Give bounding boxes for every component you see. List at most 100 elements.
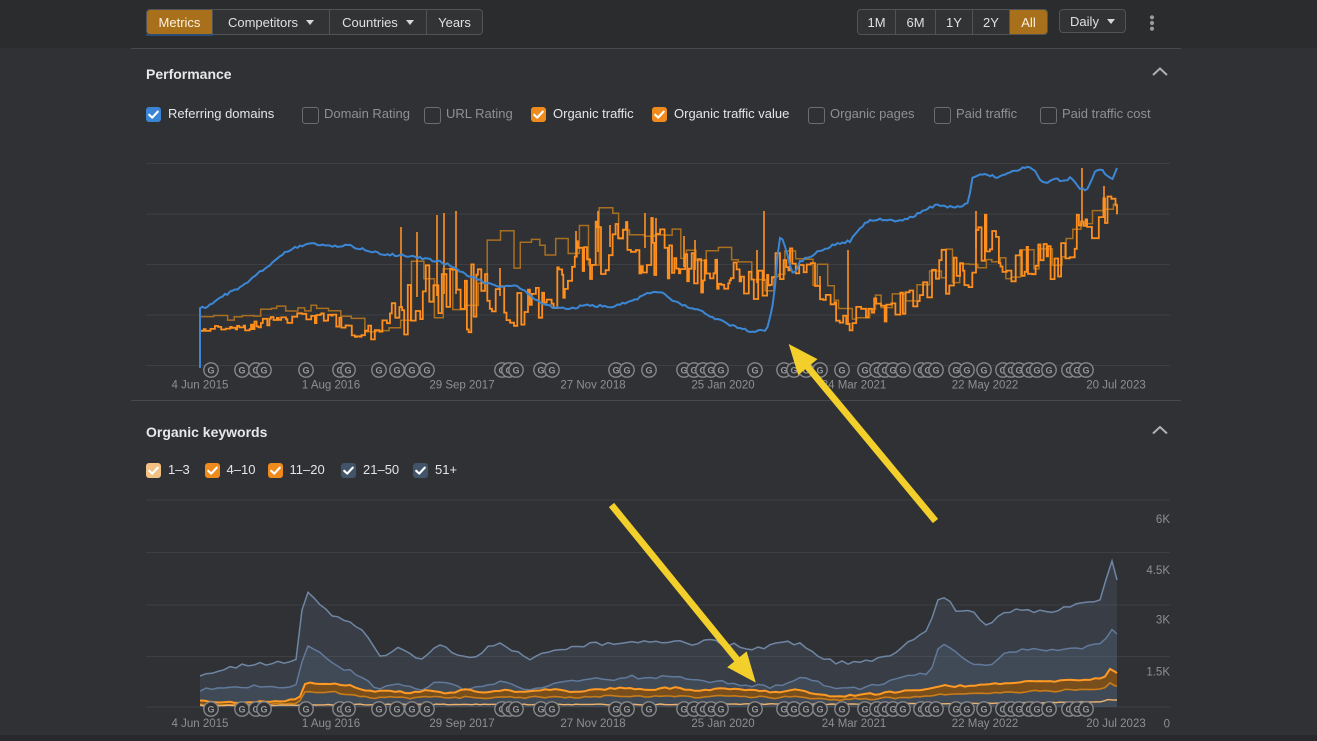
svg-text:G: G [512, 704, 519, 714]
svg-text:G: G [612, 365, 619, 375]
svg-text:G: G [302, 704, 309, 714]
svg-text:G: G [336, 704, 343, 714]
svg-text:G: G [260, 365, 267, 375]
svg-text:G: G [393, 365, 400, 375]
svg-text:20 Jul 2023: 20 Jul 2023 [1086, 380, 1145, 392]
svg-text:G: G [680, 365, 687, 375]
svg-text:G: G [707, 704, 714, 714]
svg-text:4 Jun 2015: 4 Jun 2015 [172, 718, 229, 730]
svg-text:24 Mar 2021: 24 Mar 2021 [822, 380, 887, 392]
svg-text:G: G [393, 704, 400, 714]
svg-text:G: G [780, 704, 787, 714]
svg-text:G: G [881, 365, 888, 375]
svg-text:0: 0 [1164, 719, 1170, 731]
svg-text:G: G [980, 704, 987, 714]
svg-text:G: G [980, 365, 987, 375]
svg-text:G: G [838, 365, 845, 375]
svg-text:G: G [645, 365, 652, 375]
svg-text:G: G [238, 365, 245, 375]
svg-text:G: G [612, 704, 619, 714]
svg-text:G: G [751, 704, 758, 714]
svg-text:G: G [932, 365, 939, 375]
svg-text:1 Aug 2016: 1 Aug 2016 [302, 380, 360, 392]
svg-text:G: G [207, 704, 214, 714]
svg-text:G: G [623, 365, 630, 375]
svg-text:G: G [423, 704, 430, 714]
svg-text:G: G [1082, 704, 1089, 714]
svg-text:G: G [1065, 704, 1072, 714]
svg-text:1.5K: 1.5K [1146, 667, 1170, 679]
svg-text:20 Jul 2023: 20 Jul 2023 [1086, 718, 1145, 730]
svg-text:G: G [899, 704, 906, 714]
svg-text:4.5K: 4.5K [1146, 565, 1170, 577]
svg-text:G: G [344, 704, 351, 714]
svg-text:G: G [952, 704, 959, 714]
svg-text:G: G [548, 365, 555, 375]
svg-text:G: G [207, 365, 214, 375]
svg-text:27 Nov 2018: 27 Nov 2018 [560, 718, 625, 730]
svg-text:G: G [963, 704, 970, 714]
svg-text:G: G [1033, 704, 1040, 714]
svg-text:G: G [408, 365, 415, 375]
svg-text:G: G [252, 365, 259, 375]
svg-text:G: G [1045, 365, 1052, 375]
svg-text:27 Nov 2018: 27 Nov 2018 [560, 380, 625, 392]
svg-text:G: G [873, 365, 880, 375]
svg-text:G: G [690, 704, 697, 714]
svg-text:G: G [899, 365, 906, 375]
svg-text:G: G [1015, 365, 1022, 375]
svg-text:G: G [861, 704, 868, 714]
svg-text:G: G [963, 365, 970, 375]
svg-text:G: G [336, 365, 343, 375]
svg-text:4 Jun 2015: 4 Jun 2015 [172, 380, 229, 392]
svg-text:G: G [548, 704, 555, 714]
svg-text:G: G [932, 704, 939, 714]
svg-text:G: G [1073, 704, 1080, 714]
svg-text:G: G [623, 704, 630, 714]
svg-text:G: G [680, 704, 687, 714]
svg-text:G: G [924, 704, 931, 714]
svg-text:22 May 2022: 22 May 2022 [952, 380, 1019, 392]
svg-text:G: G [1073, 365, 1080, 375]
svg-text:G: G [802, 704, 809, 714]
svg-text:G: G [375, 365, 382, 375]
svg-text:G: G [889, 365, 896, 375]
svg-text:G: G [645, 704, 652, 714]
svg-text:G: G [881, 704, 888, 714]
svg-text:6K: 6K [1156, 514, 1170, 526]
svg-text:G: G [1007, 704, 1014, 714]
svg-text:G: G [1015, 704, 1022, 714]
svg-text:G: G [717, 704, 724, 714]
svg-text:G: G [816, 365, 823, 375]
svg-text:G: G [302, 365, 309, 375]
svg-text:29 Sep 2017: 29 Sep 2017 [429, 380, 494, 392]
svg-text:G: G [1025, 365, 1032, 375]
svg-text:G: G [707, 365, 714, 375]
svg-text:G: G [408, 704, 415, 714]
svg-text:G: G [999, 365, 1006, 375]
svg-text:G: G [952, 365, 959, 375]
svg-text:G: G [1065, 365, 1072, 375]
svg-text:G: G [790, 704, 797, 714]
svg-text:G: G [512, 365, 519, 375]
svg-text:25 Jan 2020: 25 Jan 2020 [691, 380, 754, 392]
svg-text:G: G [751, 365, 758, 375]
svg-text:G: G [780, 365, 787, 375]
svg-text:G: G [699, 365, 706, 375]
svg-text:G: G [816, 704, 823, 714]
svg-text:24 Mar 2021: 24 Mar 2021 [822, 718, 887, 730]
svg-text:G: G [690, 365, 697, 375]
svg-text:3K: 3K [1156, 615, 1170, 627]
svg-text:G: G [252, 704, 259, 714]
svg-text:G: G [889, 704, 896, 714]
svg-text:G: G [1082, 365, 1089, 375]
svg-text:22 May 2022: 22 May 2022 [952, 718, 1019, 730]
svg-text:G: G [423, 365, 430, 375]
svg-text:G: G [1045, 704, 1052, 714]
svg-text:G: G [790, 365, 797, 375]
svg-text:G: G [861, 365, 868, 375]
svg-text:G: G [238, 704, 245, 714]
svg-text:G: G [699, 704, 706, 714]
svg-text:G: G [537, 365, 544, 375]
svg-text:1 Aug 2016: 1 Aug 2016 [302, 718, 360, 730]
